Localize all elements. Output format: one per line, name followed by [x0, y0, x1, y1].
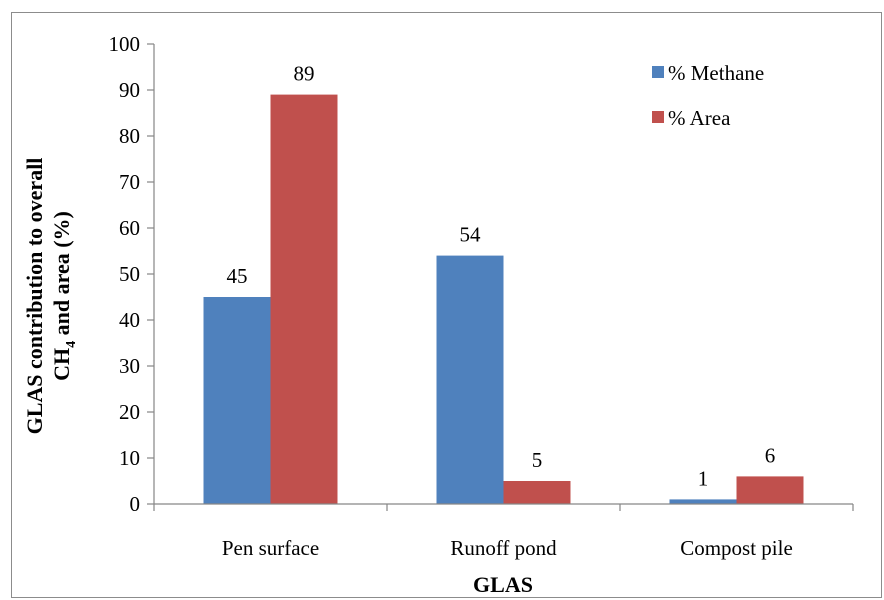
y-tick-labels: 0 10 20 30 40 50 60 70 80 90 100: [109, 32, 141, 516]
y-axis-title: GLAS contribution to overall CH4 and are…: [22, 158, 79, 435]
y-axis-title-ch: CH: [49, 348, 74, 381]
bars-layer: [203, 94, 804, 504]
y-tick-label: 100: [109, 32, 141, 56]
bar-methane: [436, 255, 504, 504]
x-tick-labels: Pen surface Runoff pond Compost pile: [222, 536, 793, 560]
y-axis-title-line1: GLAS contribution to overall: [22, 158, 47, 435]
y-tick-label: 50: [119, 262, 140, 286]
legend: % Methane % Area: [652, 61, 764, 130]
data-label: 54: [460, 223, 482, 247]
data-label: 5: [532, 448, 543, 472]
bar-area: [736, 476, 804, 504]
y-tick-label: 90: [119, 78, 140, 102]
data-label: 6: [765, 443, 776, 467]
y-tick-label: 40: [119, 308, 140, 332]
y-tick-label: 10: [119, 446, 140, 470]
y-tick-label: 80: [119, 124, 140, 148]
x-tick-label: Compost pile: [680, 536, 793, 560]
legend-label: % Area: [668, 106, 731, 130]
y-axis-title-rest: and area (%): [49, 211, 74, 341]
bar-methane: [203, 297, 271, 504]
y-tick-label: 60: [119, 216, 140, 240]
y-tick-label: 0: [130, 492, 141, 516]
legend-swatch: [652, 111, 664, 123]
y-axis-title-subscript: 4: [64, 341, 79, 348]
y-tick-label: 20: [119, 400, 140, 424]
data-label: 45: [227, 264, 248, 288]
data-label: 1: [698, 466, 709, 490]
legend-swatch: [652, 66, 664, 78]
bar-area: [503, 481, 571, 504]
axes-layer: [147, 43, 854, 511]
bar-area: [270, 94, 338, 504]
x-tick-label: Runoff pond: [450, 536, 557, 560]
x-tick-label: Pen surface: [222, 536, 319, 560]
y-axis-title-line2: CH4 and area (%): [49, 211, 79, 381]
y-tick-label: 30: [119, 354, 140, 378]
x-axis-title: GLAS: [473, 572, 533, 597]
y-tick-label: 70: [119, 170, 140, 194]
data-label: 89: [294, 62, 315, 86]
bar-methane: [669, 499, 737, 504]
legend-label: % Methane: [668, 61, 764, 85]
data-labels-layer: 45 89 54 5 1 6: [227, 62, 776, 491]
